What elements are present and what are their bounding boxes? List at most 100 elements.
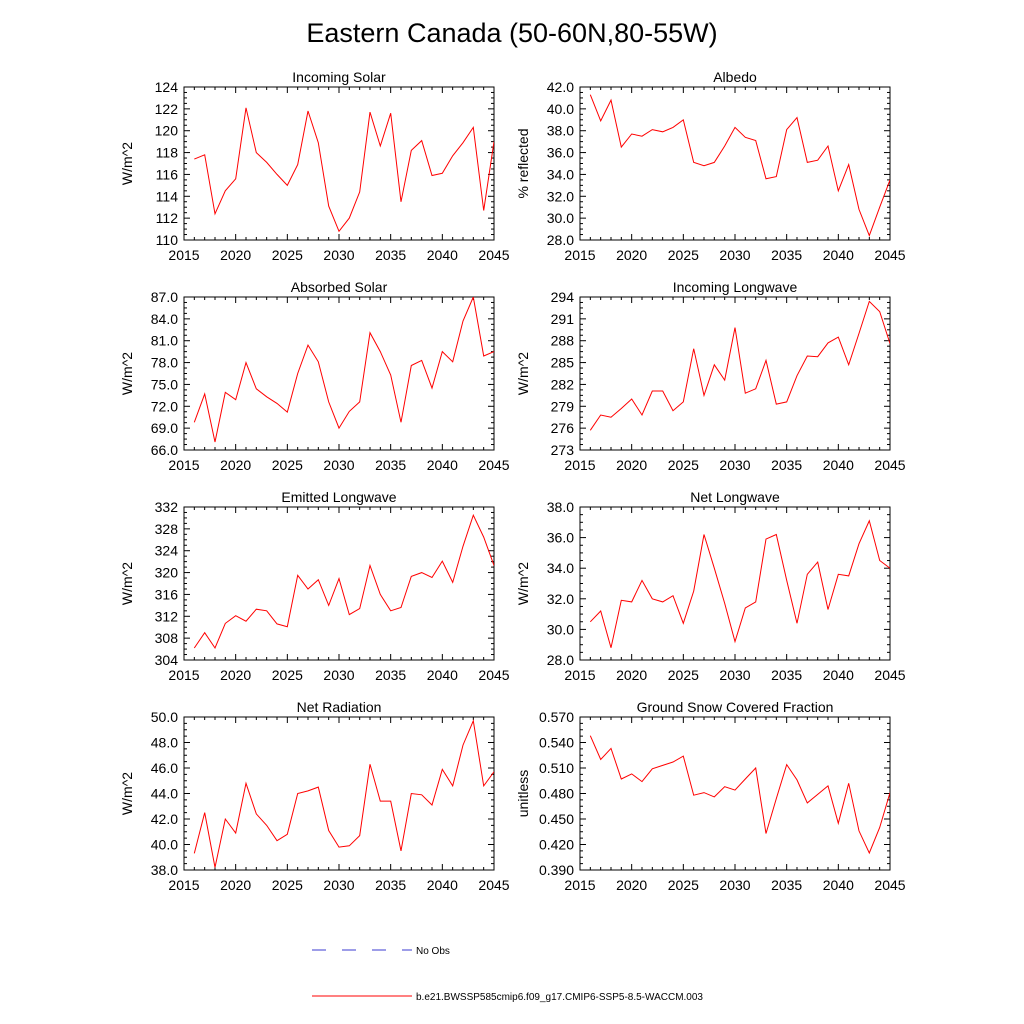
panel-title: Net Radiation bbox=[297, 699, 382, 715]
panel-6: Net Radiation W/m^2 2015 2020 2025 2030 2035 20… bbox=[119, 699, 510, 893]
x-tick-label: 2040 bbox=[427, 457, 458, 473]
x-tick-label: 2015 bbox=[564, 667, 595, 683]
y-tick-label: 0.450 bbox=[539, 811, 574, 827]
panel-title: Ground Snow Covered Fraction bbox=[637, 699, 834, 715]
x-tick-label: 2040 bbox=[427, 247, 458, 263]
y-axis-label: W/m^2 bbox=[119, 772, 135, 815]
y-tick-label: 122 bbox=[155, 101, 179, 117]
y-tick-label: 72.0 bbox=[151, 398, 178, 414]
y-tick-label: 40.0 bbox=[151, 837, 178, 853]
x-tick-label: 2020 bbox=[616, 247, 647, 263]
y-tick-label: 328 bbox=[155, 521, 179, 537]
y-axis-label: % reflected bbox=[515, 128, 531, 198]
y-tick-label: 0.420 bbox=[539, 837, 574, 853]
panel-title: Net Longwave bbox=[690, 489, 780, 505]
panel-4: Emitted Longwave W/m^2 2015 2020 2025 2030 203… bbox=[119, 489, 510, 683]
x-tick-label: 2045 bbox=[874, 457, 905, 473]
y-tick-label: 66.0 bbox=[151, 442, 178, 458]
y-tick-label: 30.0 bbox=[547, 210, 574, 226]
x-tick-label: 2030 bbox=[719, 247, 750, 263]
x-tick-label: 2030 bbox=[719, 457, 750, 473]
x-tick-label: 2015 bbox=[564, 877, 595, 893]
y-tick-label: 38.0 bbox=[151, 862, 178, 878]
y-tick-label: 116 bbox=[156, 166, 179, 182]
y-tick-label: 0.540 bbox=[539, 735, 574, 751]
y-axis-label: W/m^2 bbox=[515, 562, 531, 605]
y-tick-label: 114 bbox=[156, 188, 179, 204]
y-axis-label: unitless bbox=[515, 770, 531, 817]
y-tick-label: 42.0 bbox=[151, 811, 178, 827]
y-tick-label: 288 bbox=[551, 333, 575, 349]
panel-7: Ground Snow Covered Fraction unitless 2015… bbox=[515, 699, 906, 893]
y-tick-label: 0.480 bbox=[539, 786, 574, 802]
x-tick-label: 2025 bbox=[272, 457, 303, 473]
y-tick-label: 285 bbox=[551, 355, 575, 371]
x-tick-label: 2040 bbox=[427, 877, 458, 893]
x-tick-label: 2035 bbox=[375, 247, 406, 263]
y-tick-label: 294 bbox=[551, 289, 575, 305]
x-tick-label: 2025 bbox=[668, 877, 699, 893]
y-tick-label: 112 bbox=[156, 210, 179, 226]
panel-title: Incoming Solar bbox=[292, 69, 386, 85]
y-tick-label: 32.0 bbox=[547, 188, 574, 204]
y-tick-label: 32.0 bbox=[547, 591, 574, 607]
series-line bbox=[194, 107, 494, 233]
y-tick-label: 42.0 bbox=[547, 79, 574, 95]
plot-frame bbox=[579, 506, 891, 661]
x-tick-label: 2020 bbox=[616, 877, 647, 893]
panels: Incoming Solar W/m^2 2015 2020 2025 2030 2035 2… bbox=[119, 69, 906, 893]
panel-0: Incoming Solar W/m^2 2015 2020 2025 2030 2035 2… bbox=[119, 69, 510, 263]
y-tick-label: 48.0 bbox=[151, 735, 178, 751]
x-tick-label: 2035 bbox=[375, 877, 406, 893]
y-axis-label: W/m^2 bbox=[119, 562, 135, 605]
x-tick-label: 2040 bbox=[823, 247, 854, 263]
x-tick-label: 2035 bbox=[771, 877, 802, 893]
x-tick-label: 2030 bbox=[323, 877, 354, 893]
plot-frame bbox=[183, 506, 495, 661]
x-tick-label: 2025 bbox=[668, 247, 699, 263]
x-tick-label: 2040 bbox=[823, 667, 854, 683]
y-tick-label: 276 bbox=[551, 420, 575, 436]
x-tick-label: 2045 bbox=[478, 247, 509, 263]
y-tick-label: 38.0 bbox=[547, 123, 574, 139]
x-tick-label: 2035 bbox=[375, 457, 406, 473]
x-tick-label: 2015 bbox=[564, 247, 595, 263]
y-tick-label: 304 bbox=[155, 652, 179, 668]
y-tick-label: 34.0 bbox=[547, 560, 574, 576]
x-tick-label: 2040 bbox=[427, 667, 458, 683]
series-line bbox=[589, 94, 890, 238]
x-tick-label: 2035 bbox=[771, 457, 802, 473]
y-tick-label: 312 bbox=[155, 608, 179, 624]
series-line bbox=[589, 735, 890, 855]
x-tick-label: 2035 bbox=[771, 247, 802, 263]
y-tick-label: 30.0 bbox=[547, 621, 574, 637]
panel-2: Absorbed Solar W/m^2 2015 2020 2025 2030 2035 2… bbox=[119, 279, 510, 473]
x-tick-label: 2030 bbox=[719, 667, 750, 683]
x-tick-label: 2030 bbox=[323, 457, 354, 473]
panel-title: Incoming Longwave bbox=[673, 279, 798, 295]
y-tick-label: 34.0 bbox=[547, 166, 574, 182]
y-tick-label: 279 bbox=[551, 398, 575, 414]
series-line bbox=[193, 719, 494, 868]
y-tick-label: 118 bbox=[156, 145, 179, 161]
y-axis-label: W/m^2 bbox=[119, 352, 135, 395]
y-tick-label: 69.0 bbox=[151, 420, 178, 436]
x-tick-label: 2025 bbox=[668, 457, 699, 473]
y-tick-label: 0.510 bbox=[539, 760, 574, 776]
legend-model-label: b.e21.BWSSP585cmip6.f09_g17.CMIP6-SSP5-8… bbox=[416, 992, 703, 1003]
x-tick-label: 2030 bbox=[719, 877, 750, 893]
x-tick-label: 2045 bbox=[478, 457, 509, 473]
plot-frame bbox=[183, 86, 495, 241]
x-tick-label: 2020 bbox=[220, 667, 251, 683]
x-tick-label: 2045 bbox=[874, 877, 905, 893]
series-line bbox=[589, 519, 890, 648]
series-line bbox=[193, 513, 494, 650]
y-tick-label: 0.570 bbox=[539, 709, 574, 725]
x-tick-label: 2025 bbox=[668, 667, 699, 683]
plot-frame bbox=[579, 716, 891, 871]
x-tick-label: 2045 bbox=[874, 247, 905, 263]
y-tick-label: 50.0 bbox=[151, 709, 178, 725]
x-tick-label: 2015 bbox=[168, 667, 199, 683]
y-tick-label: 332 bbox=[155, 499, 179, 515]
y-tick-label: 46.0 bbox=[151, 760, 178, 776]
